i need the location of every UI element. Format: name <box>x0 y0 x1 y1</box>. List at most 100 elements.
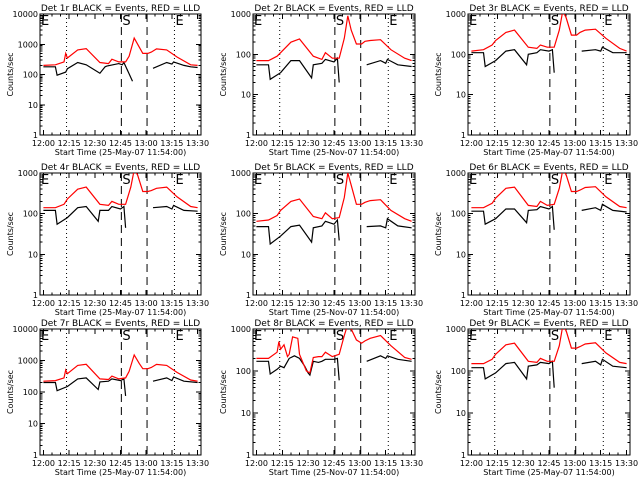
marker-e-start: E <box>469 329 477 344</box>
y-tick-label: 10 <box>456 91 466 100</box>
lld-series-line <box>471 173 627 209</box>
x-tick-label: 13:15 <box>374 299 397 308</box>
marker-s: S <box>122 173 130 188</box>
panel-det-1: Det 1r BLACK = Events, RED = LLD 1 10 100 10… <box>6 4 209 157</box>
x-axis-label: Start Time (25-May-07 11:54:00) <box>483 308 614 317</box>
events-series-line <box>471 46 627 73</box>
panel-title: Det 9r BLACK = Events, RED = LLD <box>469 319 628 329</box>
y-tick-label: 100 <box>236 367 251 376</box>
x-tick-label: 12:00 <box>245 299 268 308</box>
y-tick-label: 1000 <box>446 10 466 19</box>
panel-title: Det 5r BLACK = Events, RED = LLD <box>254 163 413 173</box>
marker-e-end: E <box>604 329 612 344</box>
plot-frame <box>467 172 631 296</box>
marker-s: S <box>551 173 559 188</box>
x-tick-label: 12:15 <box>58 139 81 148</box>
y-tick-label: 1 <box>246 291 251 300</box>
x-tick-label: 13:00 <box>135 299 158 308</box>
y-tick-label: 10 <box>28 420 38 429</box>
y-axis-label: Counts/sec <box>219 370 228 414</box>
panel-title: Det 2r BLACK = Events, RED = LLD <box>254 4 413 14</box>
x-tick-label: 13:30 <box>615 459 638 468</box>
plot-frame <box>39 328 202 456</box>
x-tick-label: 13:30 <box>186 299 209 308</box>
marker-e-end: E <box>604 14 612 29</box>
x-axis-label: Start Time (25-May-07 11:54:00) <box>483 468 614 477</box>
plot-frame <box>467 13 631 136</box>
panel-det-2: Det 2r BLACK = Events, RED = LLD 1 10 100 10… <box>219 4 423 157</box>
x-tick-label: 12:15 <box>486 299 509 308</box>
y-tick-label: 10 <box>456 409 466 418</box>
plot-frame <box>39 172 202 296</box>
x-tick-label: 12:30 <box>512 459 535 468</box>
marker-s: S <box>336 173 344 188</box>
lld-series-line <box>471 329 627 365</box>
x-axis-label: Start Time (25-Nov-07 11:54:00) <box>269 308 399 317</box>
panel-title: Det 6r BLACK = Events, RED = LLD <box>469 163 628 173</box>
x-tick-label: 13:15 <box>589 139 612 148</box>
lld-series-line <box>256 173 412 222</box>
y-tick-label: 10000 <box>13 10 38 19</box>
y-tick-label: 100 <box>451 367 466 376</box>
events-series-line <box>256 217 412 246</box>
marker-e-end: E <box>175 14 183 29</box>
y-tick-label: 1 <box>246 131 251 140</box>
x-tick-label: 13:30 <box>400 299 423 308</box>
x-tick-label: 13:30 <box>615 139 638 148</box>
panel-det-9: Det 9r BLACK = Events, RED = LLD 1 10 100 10… <box>434 319 638 477</box>
events-series-line <box>471 358 627 388</box>
x-axis-label: Start Time (25-May-07 11:54:00) <box>483 148 614 157</box>
marker-e-start: E <box>254 329 262 344</box>
y-tick-label: 1000 <box>231 325 251 334</box>
x-tick-label: 13:30 <box>400 139 423 148</box>
y-tick-label: 1 <box>461 131 466 140</box>
x-tick-label: 12:15 <box>271 459 294 468</box>
y-tick-label: 10 <box>241 250 251 259</box>
lld-series-line <box>256 15 412 62</box>
plot-frame <box>252 172 416 296</box>
y-axis-label: Counts/sec <box>219 212 228 256</box>
x-tick-label: 13:30 <box>186 139 209 148</box>
x-tick-label: 12:15 <box>271 299 294 308</box>
events-series-line <box>43 61 198 82</box>
y-tick-label: 100 <box>23 71 38 80</box>
y-tick-label: 1000 <box>18 40 38 49</box>
x-tick-label: 13:15 <box>374 139 397 148</box>
y-axis-label: Counts/sec <box>6 370 15 414</box>
y-tick-label: 100 <box>23 388 38 397</box>
y-tick-label: 1 <box>33 291 38 300</box>
marker-e-end: E <box>604 173 612 188</box>
marker-s: S <box>551 14 559 29</box>
lld-series-line <box>43 36 198 66</box>
marker-e-start: E <box>254 14 262 29</box>
x-axis-label: Start Time (25-Nov-07 11:54:00) <box>269 468 399 477</box>
marker-s: S <box>551 329 559 344</box>
x-tick-label: 12:30 <box>83 459 106 468</box>
x-tick-label: 12:30 <box>83 299 106 308</box>
panel-title: Det 3r BLACK = Events, RED = LLD <box>469 4 628 14</box>
y-tick-label: 1000 <box>231 169 251 178</box>
y-axis-label: Counts/sec <box>434 52 443 96</box>
panel-det-7: Det 7r BLACK = Events, RED = LLD 1 10 100 10… <box>6 319 209 477</box>
panel-title: Det 1r BLACK = Events, RED = LLD <box>41 4 200 14</box>
lld-series-line <box>471 14 627 52</box>
y-tick-label: 1 <box>461 291 466 300</box>
marker-e-start: E <box>254 173 262 188</box>
x-tick-label: 12:15 <box>486 139 509 148</box>
x-tick-label: 13:00 <box>563 299 586 308</box>
x-tick-label: 12:15 <box>58 299 81 308</box>
marker-s: S <box>122 329 130 344</box>
x-tick-label: 13:15 <box>589 299 612 308</box>
x-axis-label: Start Time (25-Nov-07 11:54:00) <box>269 148 399 157</box>
marker-s: S <box>336 14 344 29</box>
marker-e-end: E <box>175 329 183 344</box>
y-tick-label: 1000 <box>18 357 38 366</box>
x-tick-label: 12:45 <box>109 299 132 308</box>
x-tick-label: 12:00 <box>245 139 268 148</box>
x-tick-label: 13:15 <box>589 459 612 468</box>
marker-s: S <box>122 14 130 29</box>
panel-title: Det 7r BLACK = Events, RED = LLD <box>41 319 200 329</box>
x-tick-label: 12:30 <box>297 459 320 468</box>
x-tick-label: 12:30 <box>297 139 320 148</box>
marker-e-start: E <box>469 14 477 29</box>
